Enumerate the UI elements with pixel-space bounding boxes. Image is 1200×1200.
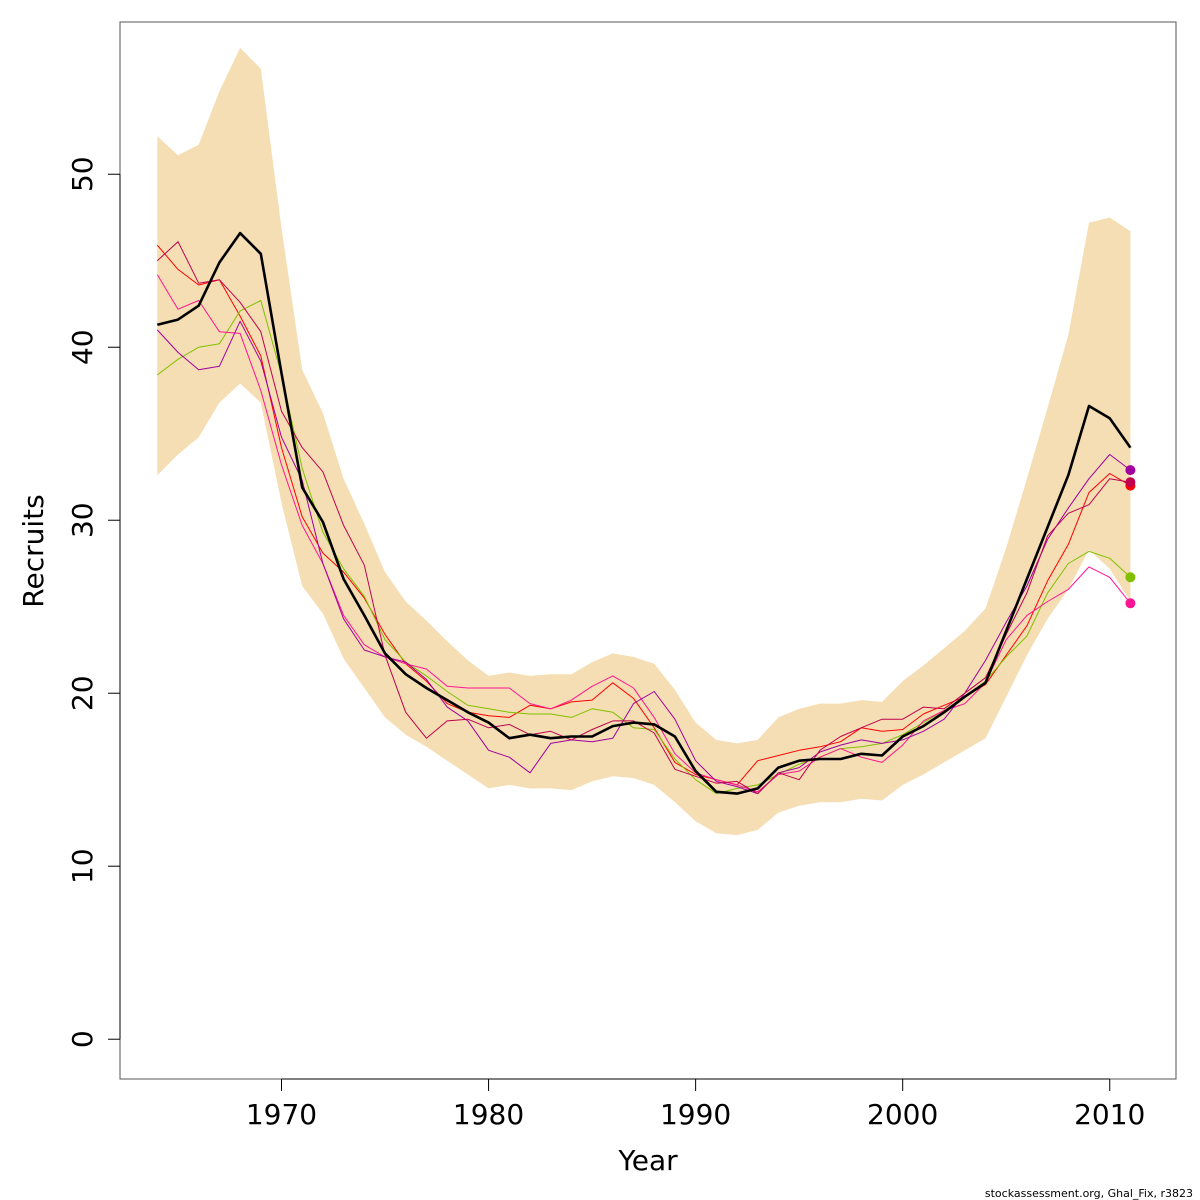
y-tick-label: 30 <box>66 502 99 538</box>
series-end-point-5 <box>1125 477 1136 488</box>
series-end-point-3 <box>1125 598 1136 609</box>
confidence-band <box>157 47 1131 836</box>
y-tick-label: 50 <box>66 156 99 192</box>
source-caption: stockassessment.org, Ghal_Fix, r3823 <box>985 1187 1193 1200</box>
x-tick-label: 2010 <box>1074 1098 1145 1131</box>
series-layer <box>156 231 1132 795</box>
confidence-band-layer <box>157 47 1131 836</box>
x-tick-label: 1980 <box>453 1098 524 1131</box>
x-tick-label: 1990 <box>660 1098 731 1131</box>
y-axis-title: Recruits <box>17 494 50 607</box>
series-end-point-2 <box>1125 572 1136 583</box>
end-marker-layer <box>1125 465 1136 609</box>
y-tick-label: 0 <box>66 1030 99 1048</box>
x-tick-label: 2000 <box>867 1098 938 1131</box>
y-tick-label: 20 <box>66 675 99 711</box>
x-axis: 1970 1980 1990 2000 2010 <box>246 1078 1145 1131</box>
y-tick-label: 10 <box>66 848 99 884</box>
series-line-retro-5 <box>156 241 1131 795</box>
series-line-retro-3 <box>156 274 1131 793</box>
y-axis: 0 10 20 30 40 50 <box>66 156 121 1048</box>
x-axis-title: Year <box>617 1144 678 1177</box>
series-line-estimate <box>156 231 1132 795</box>
x-tick-label: 1970 <box>246 1098 317 1131</box>
series-line-retro-4 <box>156 320 1131 795</box>
series-end-point-4 <box>1125 465 1136 476</box>
y-tick-label: 40 <box>66 329 99 365</box>
